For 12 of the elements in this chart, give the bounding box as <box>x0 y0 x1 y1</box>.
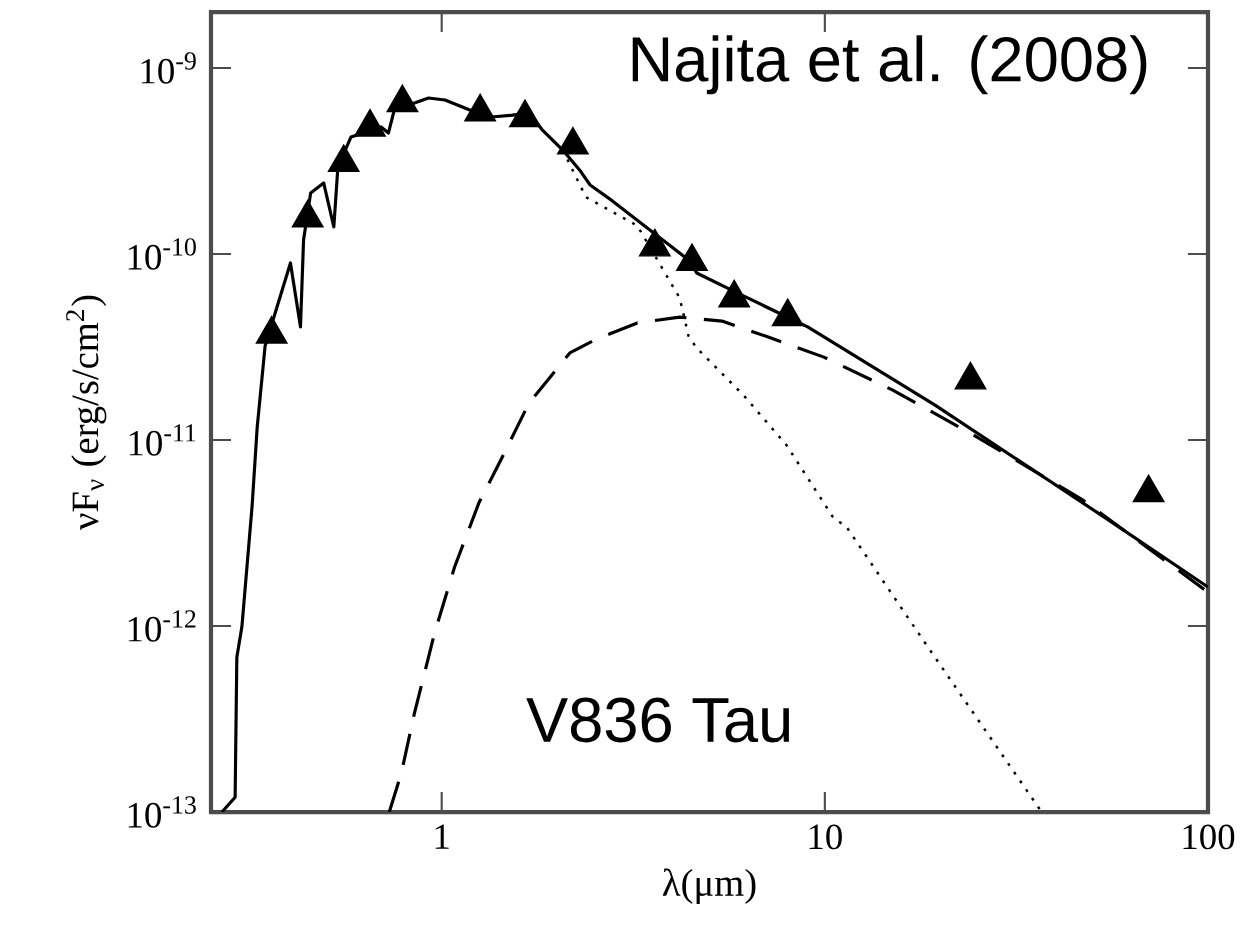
x-tick-label: 1 <box>435 824 449 849</box>
y-axis-title: νF$_{ν}$ (erg/s/cm$^{2}$) <box>66 295 107 530</box>
y-tick-label: 10$^{-13}$ <box>128 796 196 828</box>
y-tick-label: 10$^{-9}$ <box>141 52 196 84</box>
annotation: Najita et al. (2008) <box>632 35 1147 95</box>
y-tick-label: 10$^{-12}$ <box>128 610 196 642</box>
x-axis-title: λ(μm) <box>662 868 756 904</box>
y-tick-label: 10$^{-10}$ <box>128 238 196 270</box>
y-tick-label: 10$^{-11}$ <box>129 424 196 456</box>
x-tick-label: 100 <box>1183 824 1235 850</box>
annotation: V836 Tau <box>526 697 790 743</box>
x-tick-label: 10 <box>809 824 842 850</box>
